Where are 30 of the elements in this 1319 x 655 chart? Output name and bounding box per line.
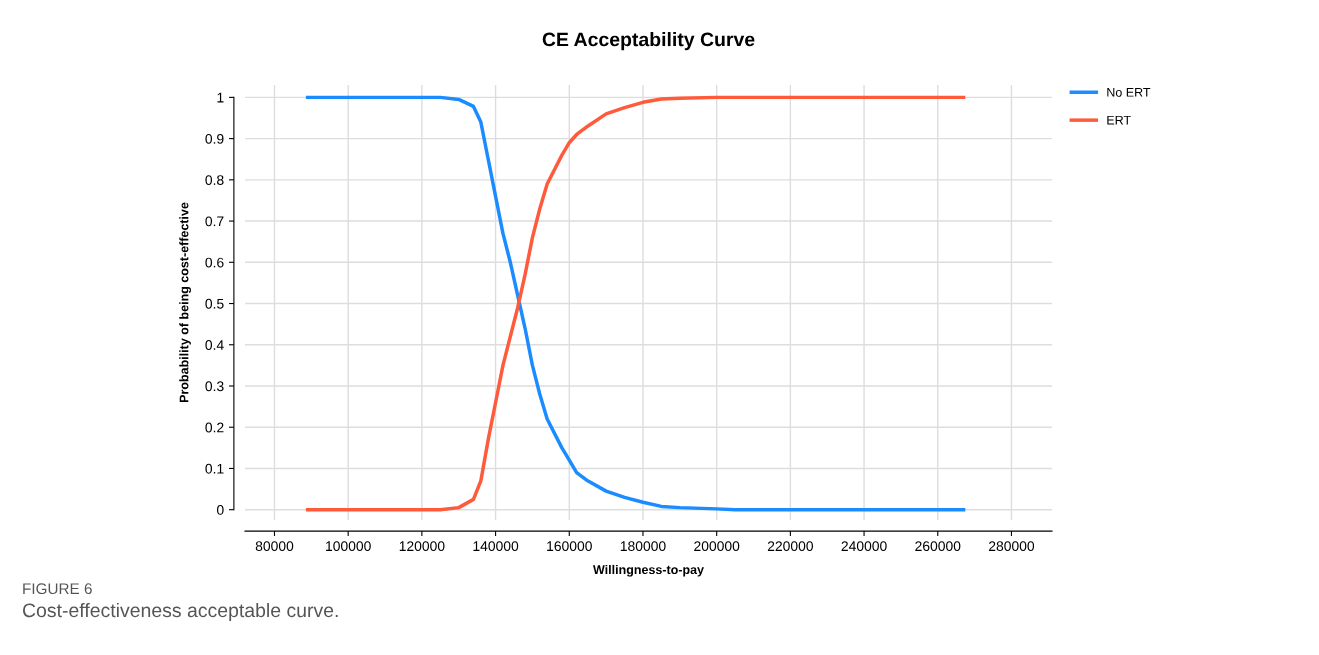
x-tick-label: 240000	[841, 541, 887, 552]
y-tick-label: 0.6	[205, 257, 224, 268]
x-tick-label: 180000	[620, 541, 666, 552]
legend-label: No ERT	[1107, 88, 1151, 97]
y-tick-label: 0.7	[205, 216, 224, 227]
caption: FIGURE 6	[23, 583, 92, 595]
y-tick-label: 0.5	[205, 298, 224, 309]
y-tick-label: 0.1	[205, 463, 224, 474]
x-tick-label: 260000	[915, 541, 961, 552]
y-tick-label: 0.8	[205, 175, 224, 185]
y-tick-label: 0.2	[205, 422, 224, 433]
x-tick-label: 140000	[473, 541, 519, 552]
x-tick-label: 100000	[326, 541, 371, 552]
chart-title: CE Acceptability Curve	[542, 32, 755, 51]
y-tick-label: 1	[217, 92, 224, 103]
x-tick-label: 220000	[767, 541, 813, 552]
x-tick-label: 160000	[547, 541, 592, 552]
legend-label: ERT	[1107, 115, 1131, 125]
y-tick-label: 0.3	[205, 381, 224, 392]
y-tick-label: 0.9	[205, 133, 224, 144]
line-series	[305, 95, 966, 512]
x-tick-label: 280000	[988, 541, 1035, 552]
x-tick-label: 80000	[255, 541, 294, 552]
y-tick-label: 0.4	[205, 340, 224, 350]
text: Cost-effectiveness acceptable curve.	[22, 602, 338, 622]
y-axis-title: Probability of being cost-effective	[179, 202, 191, 403]
y-tick-label: 0	[216, 505, 224, 515]
x-tick-label: 120000	[399, 541, 445, 552]
x-axis-title: Willingness-to-pay	[593, 564, 704, 577]
x-tick-label: 200000	[694, 541, 740, 552]
